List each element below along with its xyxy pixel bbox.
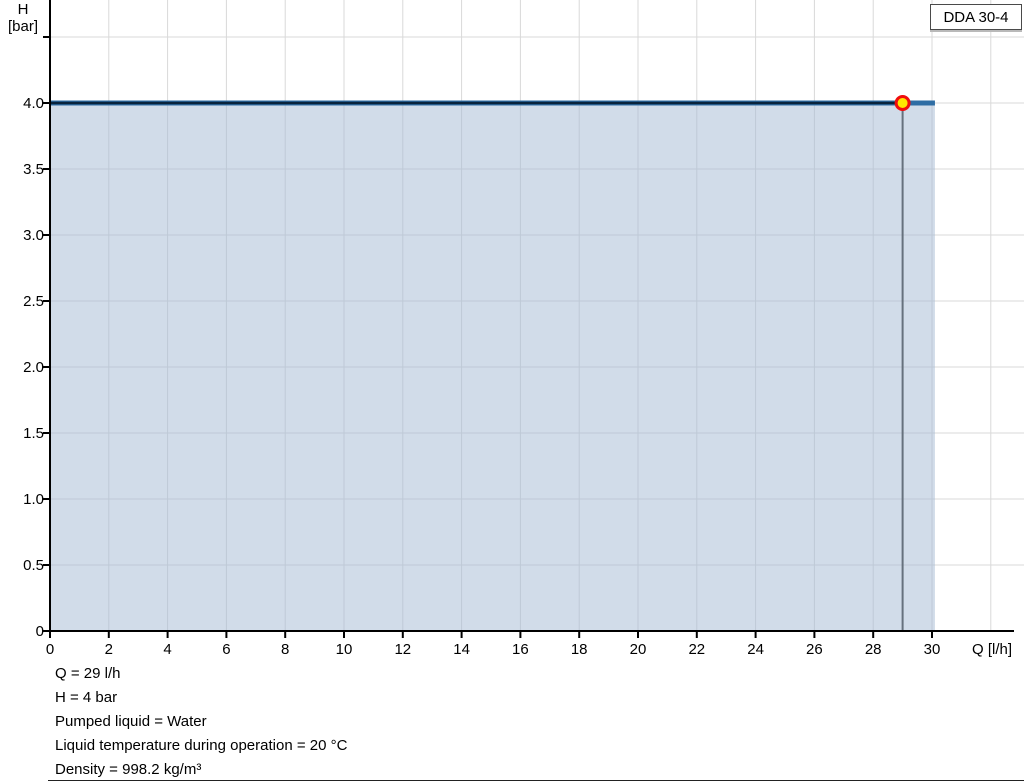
y-tick-label: 0.5	[23, 557, 44, 574]
x-tick-label: 24	[747, 641, 764, 658]
x-tick-label: 4	[163, 641, 171, 658]
y-tick-label: 2.5	[23, 293, 44, 310]
y-tick-label: 1.5	[23, 425, 44, 442]
x-tick-label: 14	[453, 641, 470, 658]
performance-area-fill	[50, 103, 935, 631]
operating-condition-line: Pumped liquid = Water	[55, 713, 207, 730]
x-tick-label: 26	[806, 641, 823, 658]
y-tick-label: 3.5	[23, 161, 44, 178]
operating-condition-line: H = 4 bar	[55, 689, 118, 706]
y-tick-label: 3.0	[23, 227, 44, 244]
operating-point-marker[interactable]	[894, 95, 911, 111]
operating-condition-line: Q = 29 l/h	[55, 665, 121, 682]
operating-condition-line: Liquid temperature during operation = 20…	[55, 737, 348, 754]
x-tick-label: 30	[924, 641, 941, 658]
x-tick-label: 28	[865, 641, 882, 658]
x-tick-label: 22	[688, 641, 705, 658]
pump-curve-chart: 0 2 4 6 8 10 12 14 16 18 20 22 24 26 28 3000.51.01.52.0…	[8, 0, 1024, 658]
x-tick-label: 8	[281, 641, 289, 658]
x-axis-title: Q [l/h]	[972, 641, 1012, 658]
y-tick-label: 0	[36, 623, 44, 640]
y-tick-label: 1.0	[23, 491, 44, 508]
x-tick-label: 18	[571, 641, 588, 658]
x-tick-label: 6	[222, 641, 230, 658]
y-axis-unit: [bar]	[8, 18, 38, 35]
y-tick-label: 4.0	[23, 95, 44, 112]
operating-conditions-text: Q = 29 l/h H = 4 bar Pumped liquid = Water…	[55, 662, 347, 781]
x-tick-label: 20	[630, 641, 647, 658]
legend-box: DDA 30-4	[930, 4, 1022, 30]
x-tick-label: 12	[394, 641, 411, 658]
legend-pump-model-label: DDA 30-4	[943, 8, 1009, 26]
y-axis-title: H	[18, 1, 29, 18]
x-tick-label: 0	[46, 641, 54, 658]
x-tick-label: 16	[512, 641, 529, 658]
operating-condition-line: Density = 998.2 kg/m³	[55, 761, 202, 778]
x-tick-label: 2	[105, 641, 113, 658]
y-tick-label: 2.0	[23, 359, 44, 376]
x-tick-label: 10	[336, 641, 353, 658]
